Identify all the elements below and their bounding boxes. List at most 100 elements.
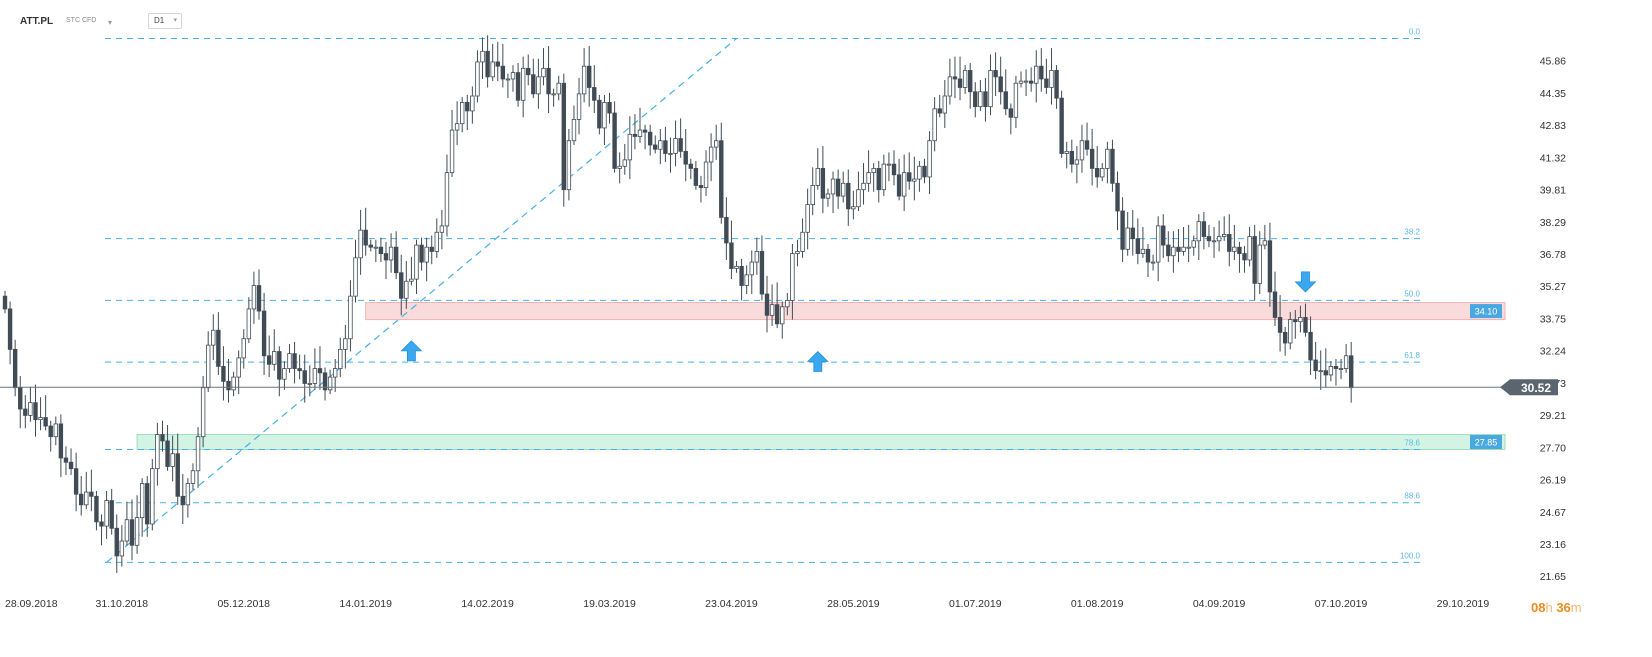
x-tick-label: 31.10.2018 <box>96 598 149 610</box>
candle-body <box>388 246 394 261</box>
candle-body <box>515 72 521 101</box>
candle-body <box>764 293 770 316</box>
candle-body <box>922 165 927 178</box>
candle-body <box>338 348 343 369</box>
candle-body <box>79 493 84 506</box>
candle-body <box>556 82 561 95</box>
candle-body <box>399 272 404 299</box>
candle-body <box>363 229 368 246</box>
candle-body <box>1028 80 1034 84</box>
candle-body <box>861 182 866 191</box>
candle-body <box>1161 225 1166 246</box>
candle-body <box>185 483 191 506</box>
candle-body <box>724 216 729 244</box>
candle-body <box>810 185 815 206</box>
fib-level-label: 38.2 <box>1404 228 1420 237</box>
candle-body <box>1206 236 1212 242</box>
candle-body <box>1272 291 1278 318</box>
candle-body <box>678 138 683 152</box>
y-tick-label: 36.78 <box>1540 249 1566 261</box>
candle-body <box>1257 244 1262 284</box>
candle-body <box>1018 80 1024 84</box>
candle-body <box>454 123 460 131</box>
y-tick-label: 45.86 <box>1540 56 1566 68</box>
candle-body <box>790 253 795 301</box>
candle-body <box>1023 80 1029 83</box>
candle-body <box>170 453 175 467</box>
candle-body <box>510 72 516 80</box>
candle-body <box>703 161 709 188</box>
candle-body <box>317 368 323 374</box>
symbol-label[interactable]: ATT.PL <box>20 16 54 27</box>
candle-body <box>490 61 495 78</box>
candle-body <box>28 402 33 416</box>
chevron-down-icon[interactable]: ▾ <box>108 18 113 27</box>
candle-body <box>734 265 739 269</box>
candle-body <box>1135 238 1141 254</box>
candle-body <box>698 185 704 188</box>
candle-body <box>587 65 592 88</box>
candle-body <box>754 251 760 263</box>
candle-body <box>160 434 165 442</box>
candle-body <box>653 144 658 150</box>
y-tick-label: 21.65 <box>1540 571 1566 583</box>
y-tick-label: 42.83 <box>1540 120 1566 132</box>
timeframe-label: D1 <box>154 16 165 25</box>
candle-body <box>58 423 64 459</box>
candle-body <box>449 129 455 174</box>
candle-body <box>749 261 754 276</box>
candle-body <box>688 163 693 169</box>
candle-body <box>729 242 734 269</box>
trendline <box>106 38 737 563</box>
candle-body <box>302 370 307 384</box>
x-tick-label: 14.01.2019 <box>339 598 392 610</box>
candle-body <box>927 140 932 178</box>
candle-body <box>63 457 69 463</box>
candle-body <box>1247 236 1252 261</box>
x-tick-label: 04.09.2019 <box>1193 598 1246 610</box>
candle-body <box>642 129 648 133</box>
candle-body <box>358 229 363 259</box>
candle-body <box>444 172 450 227</box>
candle-body <box>1288 319 1293 344</box>
signal-arrow-up-icon <box>806 350 829 372</box>
last-price-tag <box>1500 379 1558 396</box>
candle-countdown: 08h 36m <box>1531 600 1582 615</box>
candle-body <box>89 491 94 497</box>
candle-body <box>12 348 18 389</box>
x-tick-label: 23.04.2019 <box>705 598 758 610</box>
candle-body <box>480 50 485 63</box>
candle-body <box>947 76 953 97</box>
candle-body <box>1120 210 1125 250</box>
signal-arrow-up-icon <box>400 340 423 362</box>
candle-body <box>769 304 775 316</box>
fib-level-label: 0.0 <box>1409 28 1421 37</box>
y-tick-label: 33.75 <box>1540 314 1566 326</box>
candle-body <box>155 434 160 470</box>
candle-body <box>978 91 983 108</box>
candle-body <box>1003 91 1008 110</box>
candle-body <box>805 204 810 233</box>
candle-body <box>891 163 897 176</box>
candle-body <box>627 133 633 161</box>
candle-body <box>266 355 272 365</box>
candle-body <box>780 306 785 325</box>
fib-level-label: 88.6 <box>1404 492 1420 501</box>
candle-body <box>932 108 937 142</box>
candle-body <box>1216 236 1222 242</box>
timeframe-selector[interactable]: D1 ▾ <box>148 13 182 29</box>
candle-body <box>1130 227 1135 240</box>
candle-body <box>592 87 597 101</box>
candle-body <box>622 159 627 167</box>
candle-body <box>632 133 638 137</box>
candle-body <box>846 182 851 210</box>
candle-body <box>470 95 475 112</box>
candle-body <box>109 500 114 529</box>
candle-body <box>434 231 439 252</box>
candle-body <box>1013 82 1019 118</box>
x-tick-label: 01.08.2019 <box>1071 598 1124 610</box>
candle-body <box>714 140 719 148</box>
candle-body <box>343 338 348 350</box>
